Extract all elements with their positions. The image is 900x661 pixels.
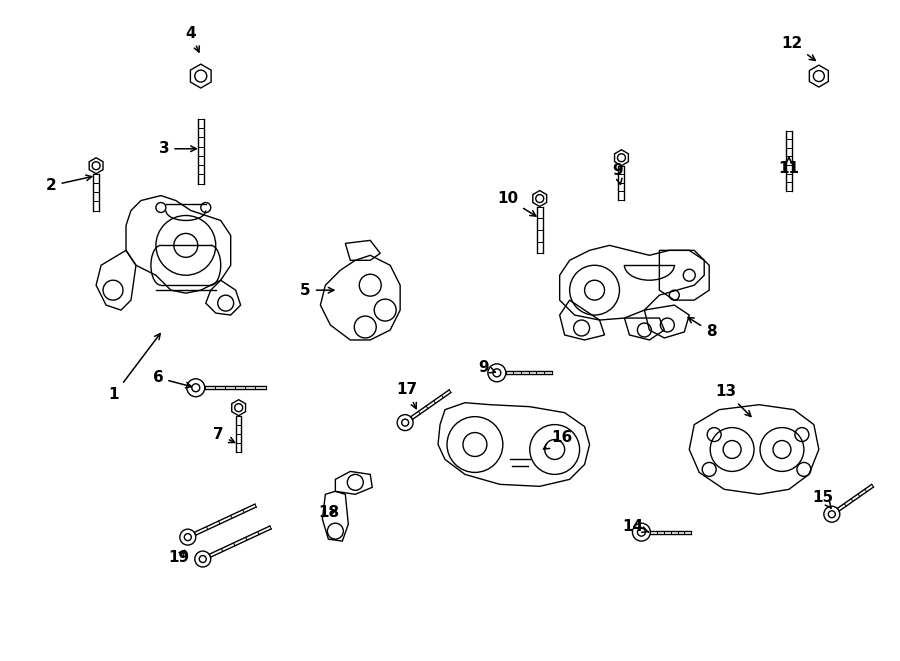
Text: 13: 13 (716, 384, 751, 416)
Text: 5: 5 (300, 283, 334, 297)
Text: 4: 4 (185, 26, 199, 52)
Text: 14: 14 (622, 519, 649, 533)
Text: 9: 9 (612, 163, 623, 184)
Text: 6: 6 (152, 370, 192, 388)
Text: 16: 16 (544, 430, 572, 449)
Text: 19: 19 (168, 549, 189, 564)
Text: 10: 10 (498, 191, 536, 216)
Text: 3: 3 (158, 141, 196, 156)
Text: 18: 18 (318, 505, 339, 520)
Text: 12: 12 (781, 36, 815, 60)
Text: 15: 15 (813, 490, 833, 508)
Text: 17: 17 (397, 382, 418, 408)
Text: 11: 11 (778, 157, 799, 176)
Text: 2: 2 (46, 175, 92, 193)
Text: 7: 7 (213, 427, 235, 442)
Text: 8: 8 (688, 317, 716, 340)
Text: 1: 1 (109, 334, 160, 403)
Text: 9: 9 (479, 360, 495, 375)
